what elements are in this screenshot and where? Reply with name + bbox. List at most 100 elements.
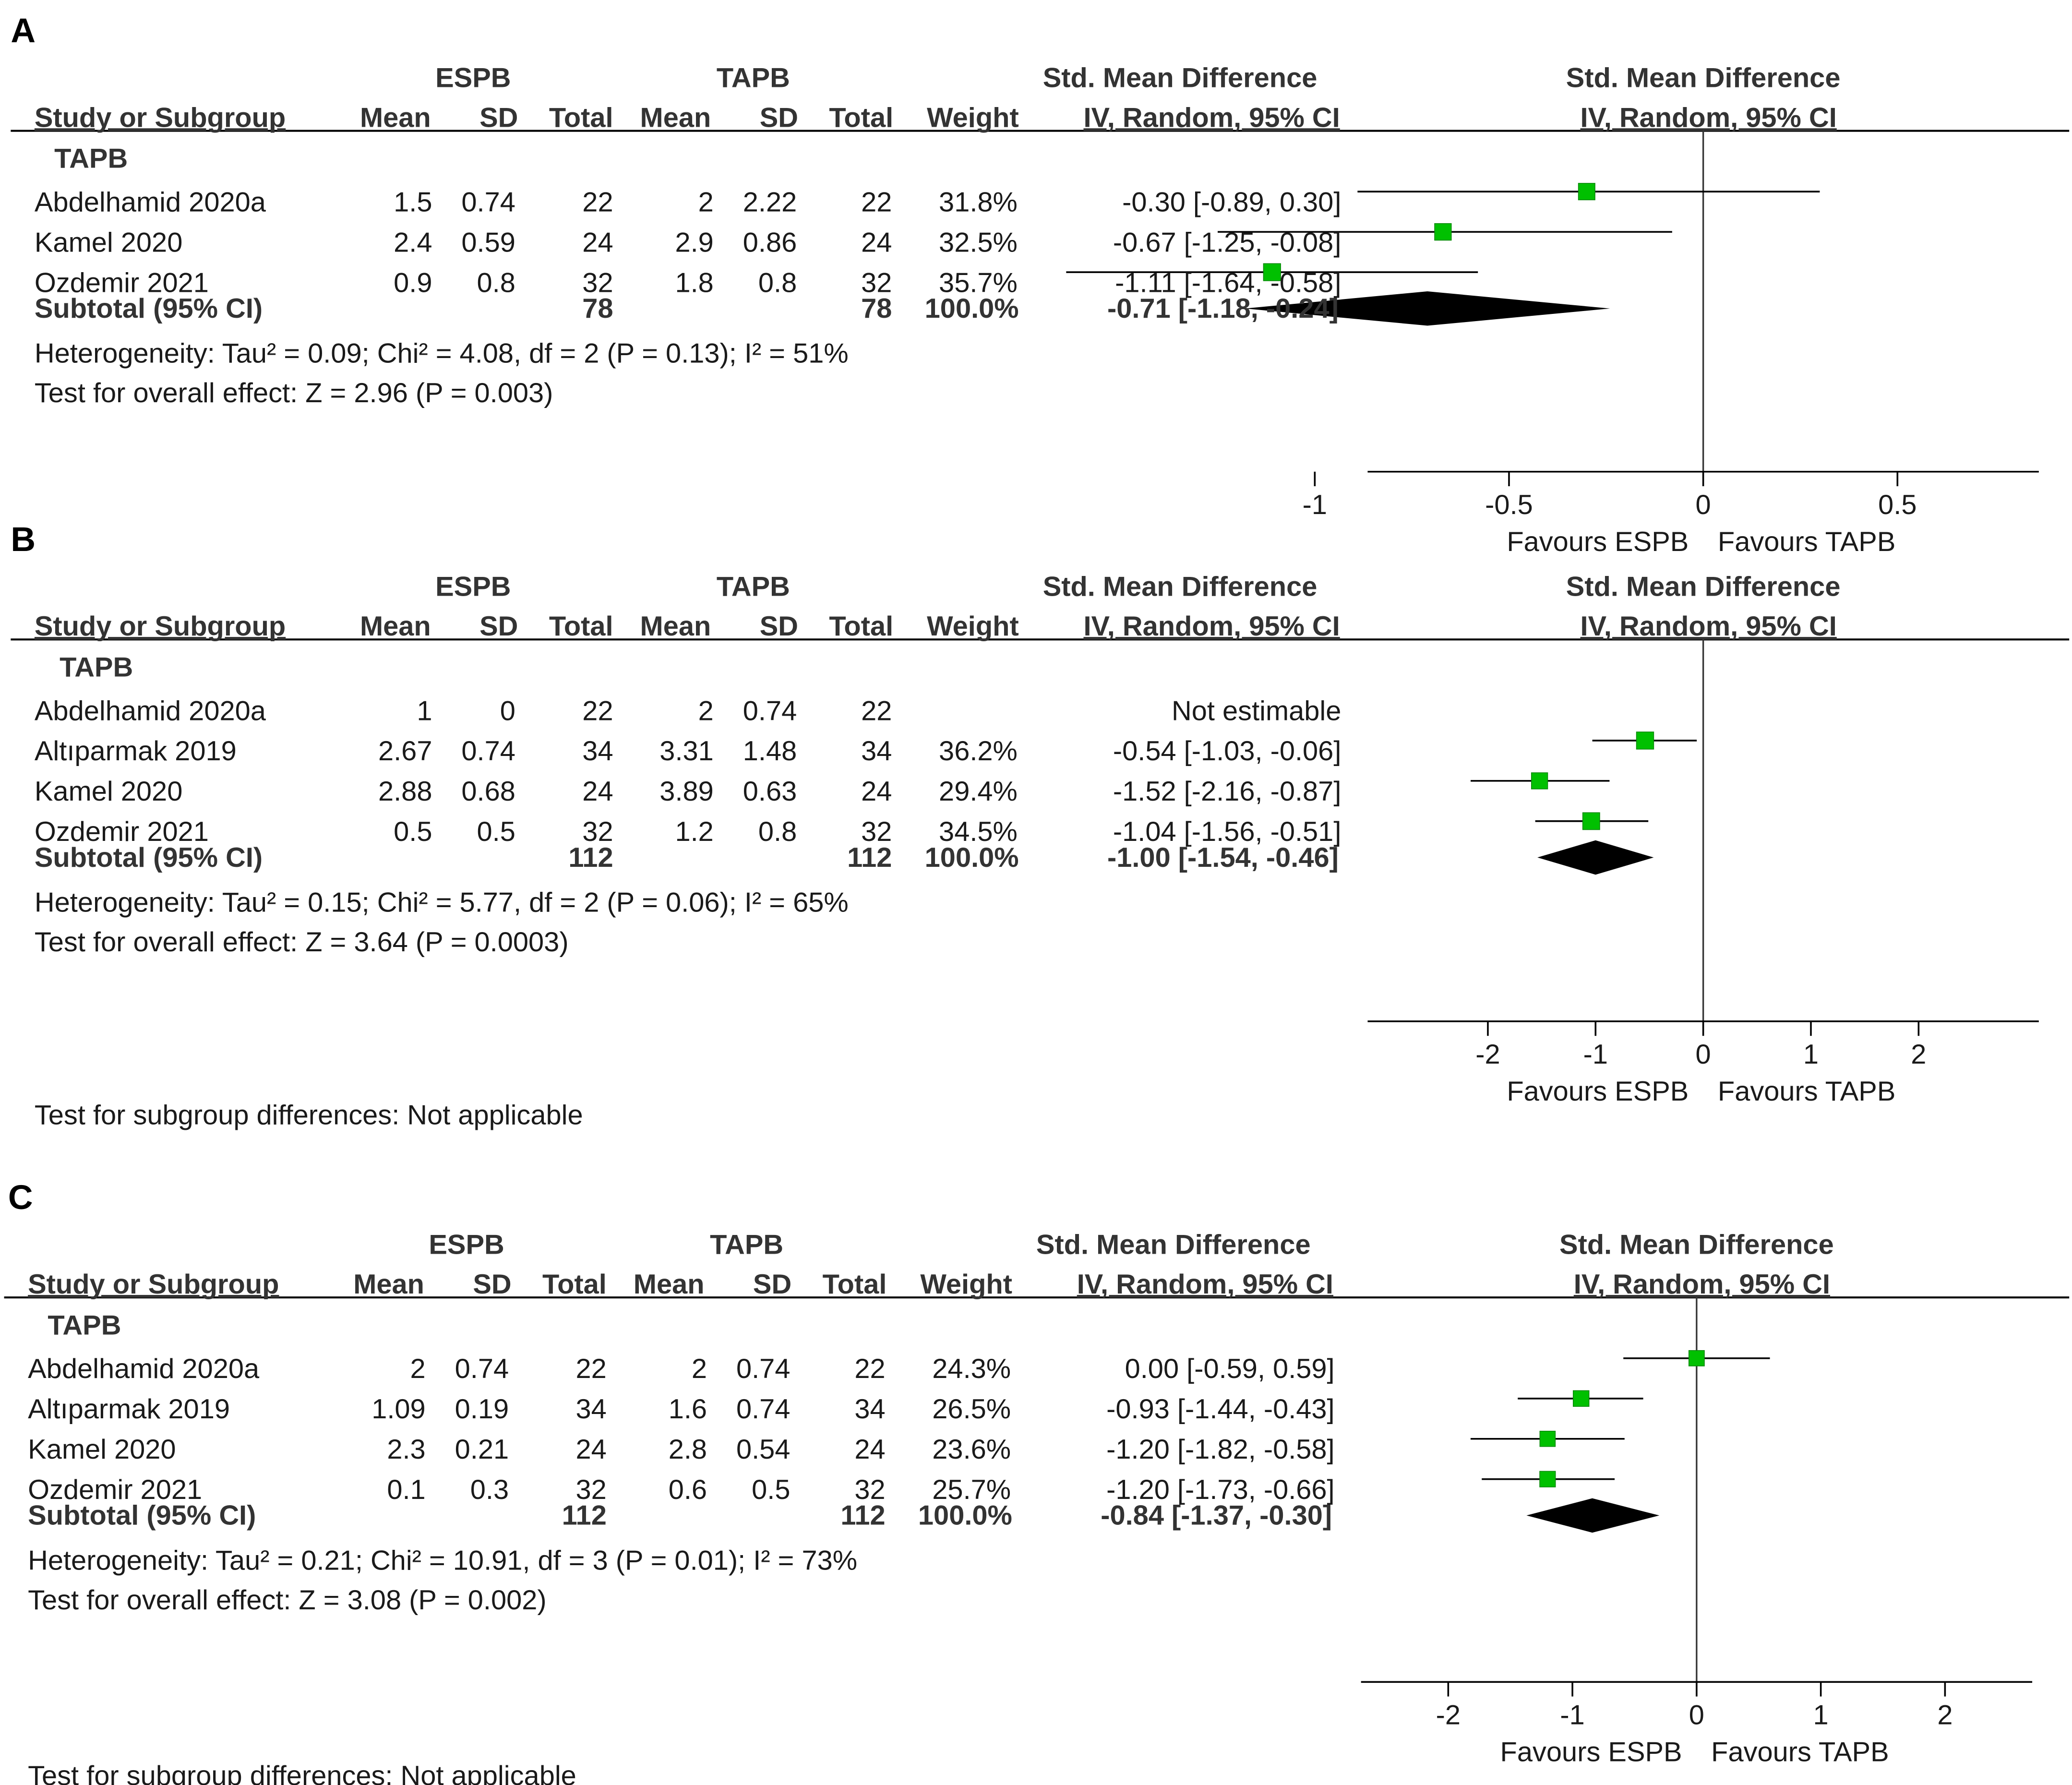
tapb-group-header: TAPB bbox=[717, 572, 790, 602]
study-sd2: 0.74 bbox=[736, 1354, 790, 1384]
heterogeneity-stats: Heterogeneity: Tau² = 0.09; Chi² = 4.08,… bbox=[35, 338, 849, 369]
x-tick-label: 1 bbox=[1803, 1039, 1819, 1070]
study-n2: 32 bbox=[861, 267, 892, 298]
study-m1: 2.67 bbox=[378, 736, 432, 767]
study-sd1: 0.74 bbox=[461, 736, 515, 767]
subtotal-n1: 78 bbox=[582, 293, 613, 324]
plot-column-subtitle: IV, Random, 95% CI bbox=[1574, 1269, 1830, 1300]
study-m2: 2.9 bbox=[675, 227, 713, 258]
column-header: SD bbox=[753, 1269, 791, 1300]
study-weight: 32.5% bbox=[939, 227, 1018, 258]
x-tick-label: 0 bbox=[1696, 490, 1711, 520]
study-weight: 36.2% bbox=[939, 736, 1018, 767]
x-tick-label: -1 bbox=[1560, 1700, 1584, 1730]
study-weight: 23.6% bbox=[932, 1434, 1011, 1465]
espb-group-header: ESPB bbox=[435, 572, 511, 602]
study-weight: 35.7% bbox=[939, 267, 1018, 298]
subtotal-weight: 100.0% bbox=[925, 842, 1019, 873]
point-estimate-marker bbox=[1688, 1350, 1705, 1366]
study-m2: 1.6 bbox=[669, 1394, 707, 1425]
favours-espb-label: Favours ESPB bbox=[1507, 1076, 1689, 1107]
study-m1: 1 bbox=[417, 695, 432, 726]
x-tick-label: 0.5 bbox=[1878, 490, 1916, 520]
study-m1: 0.9 bbox=[394, 267, 432, 298]
study-n2: 22 bbox=[861, 695, 892, 726]
study-n1: 32 bbox=[582, 816, 613, 847]
study-sd2: 0.74 bbox=[743, 695, 797, 726]
study-sd1: 0.74 bbox=[461, 187, 515, 217]
column-header: Total bbox=[829, 102, 893, 133]
study-n2: 32 bbox=[854, 1474, 885, 1505]
study-n1: 22 bbox=[582, 187, 613, 217]
x-tick-label: 2 bbox=[1937, 1700, 1952, 1730]
study-sd1: 0.74 bbox=[455, 1354, 509, 1384]
study-m2: 2 bbox=[692, 1354, 707, 1384]
study-n1: 22 bbox=[576, 1354, 607, 1384]
favours-espb-label: Favours ESPB bbox=[1507, 527, 1689, 557]
study-m2: 2.8 bbox=[669, 1434, 707, 1465]
point-estimate-marker bbox=[1578, 183, 1595, 201]
subtotal-n2: 112 bbox=[840, 1500, 885, 1531]
study-n1: 24 bbox=[582, 227, 613, 258]
x-tick-label: 1 bbox=[1813, 1700, 1829, 1730]
study-n1: 24 bbox=[582, 776, 613, 807]
effect-column-title: Std. Mean Difference bbox=[1043, 63, 1317, 94]
study-sd1: 0.59 bbox=[461, 227, 515, 258]
study-weight: 34.5% bbox=[939, 816, 1018, 847]
heterogeneity-stats: Heterogeneity: Tau² = 0.21; Chi² = 10.91… bbox=[28, 1545, 857, 1576]
study-name: Abdelhamid 2020a bbox=[35, 695, 266, 726]
column-header: Mean bbox=[634, 1269, 705, 1300]
point-estimate-marker bbox=[1434, 223, 1452, 241]
effect-column-subtitle: IV, Random, 95% CI bbox=[1083, 102, 1340, 133]
study-sd2: 0.54 bbox=[736, 1434, 790, 1465]
point-estimate-marker bbox=[1531, 772, 1548, 790]
study-m1: 0.5 bbox=[394, 816, 432, 847]
study-sd2: 2.22 bbox=[743, 187, 797, 217]
favours-tapb-label: Favours TAPB bbox=[1718, 527, 1895, 557]
panel-a bbox=[11, 130, 2070, 487]
study-effect-ci: -0.67 [-1.25, -0.08] bbox=[1113, 227, 1341, 258]
subgroup-label: TAPB bbox=[48, 1310, 121, 1341]
study-m1: 1.09 bbox=[371, 1394, 425, 1425]
study-weight: 26.5% bbox=[932, 1394, 1011, 1425]
study-weight: 29.4% bbox=[939, 776, 1018, 807]
study-effect-ci: Not estimable bbox=[1172, 695, 1341, 726]
column-header: Weight bbox=[927, 611, 1019, 642]
subgroup-label: TAPB bbox=[60, 652, 133, 683]
study-effect-ci: -1.52 [-2.16, -0.87] bbox=[1113, 776, 1341, 807]
column-header: SD bbox=[760, 102, 798, 133]
column-header: Weight bbox=[920, 1269, 1012, 1300]
study-n2: 24 bbox=[861, 776, 892, 807]
column-header: Mean bbox=[640, 611, 711, 642]
study-n2: 32 bbox=[861, 816, 892, 847]
x-tick-label: 2 bbox=[1911, 1039, 1926, 1070]
study-name: Ozdemir 2021 bbox=[28, 1474, 202, 1505]
study-m2: 0.6 bbox=[669, 1474, 707, 1505]
overall-effect-test: Test for overall effect: Z = 2.96 (P = 0… bbox=[35, 378, 553, 408]
x-tick-label: -0.5 bbox=[1485, 490, 1533, 520]
espb-group-header: ESPB bbox=[435, 63, 511, 94]
x-tick-label: 0 bbox=[1689, 1700, 1704, 1730]
study-weight: 25.7% bbox=[932, 1474, 1011, 1505]
subgroup-differences-test: Test for subgroup differences: Not appli… bbox=[28, 1761, 576, 1785]
tapb-group-header: TAPB bbox=[717, 63, 790, 94]
pooled-estimate-diamond bbox=[1526, 1498, 1660, 1533]
panel-label: C bbox=[8, 1178, 33, 1217]
study-sd2: 0.5 bbox=[752, 1474, 790, 1505]
plot-column-subtitle: IV, Random, 95% CI bbox=[1581, 611, 1837, 642]
study-sd2: 0.63 bbox=[743, 776, 797, 807]
study-m2: 2 bbox=[698, 187, 714, 217]
panel-label: B bbox=[11, 520, 36, 559]
point-estimate-marker bbox=[1263, 263, 1281, 281]
column-header: Total bbox=[823, 1269, 887, 1300]
favours-espb-label: Favours ESPB bbox=[1500, 1737, 1682, 1767]
study-m1: 2 bbox=[410, 1354, 426, 1384]
x-tick-label: -2 bbox=[1475, 1039, 1500, 1070]
study-n1: 34 bbox=[576, 1394, 607, 1425]
panel-c bbox=[4, 1296, 2070, 1697]
pooled-estimate-diamond bbox=[1537, 840, 1654, 875]
study-effect-ci: -1.04 [-1.56, -0.51] bbox=[1113, 816, 1341, 847]
study-sd1: 0 bbox=[500, 695, 515, 726]
column-header: Weight bbox=[927, 102, 1019, 133]
